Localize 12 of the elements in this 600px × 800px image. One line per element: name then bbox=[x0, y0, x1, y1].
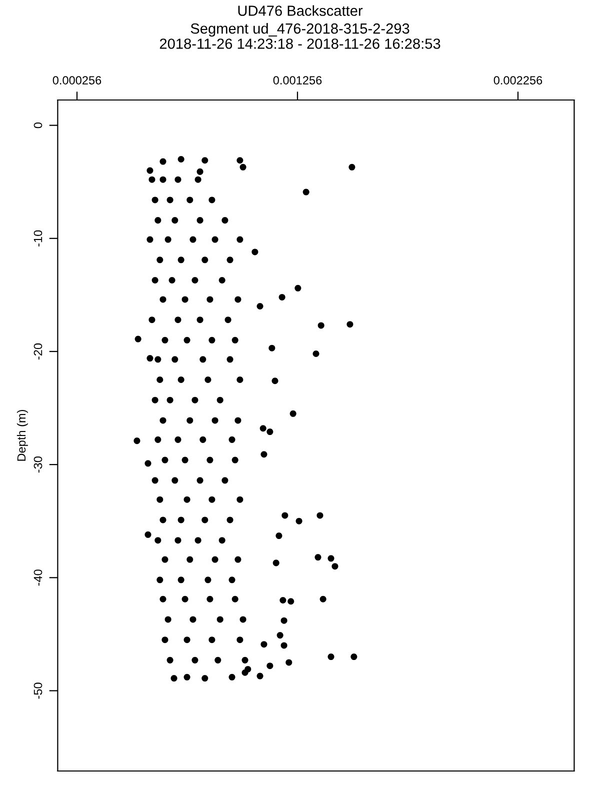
y-tick-label: -30 bbox=[34, 456, 42, 473]
y-tick-label: 0 bbox=[34, 122, 42, 128]
x-tick-label: 0.001256 bbox=[273, 76, 322, 84]
y-axis-title: Depth (m) bbox=[16, 410, 28, 461]
y-tick-label: -10 bbox=[34, 230, 42, 246]
y-tick-label: -50 bbox=[34, 682, 42, 699]
chart-title: UD476 Backscatter bbox=[238, 5, 363, 16]
y-tick-label: -40 bbox=[34, 570, 42, 586]
x-tick-label: 0.000256 bbox=[52, 76, 102, 84]
y-tick-label: -20 bbox=[34, 343, 42, 360]
chart-subtitle: Segment ud_476-2018-315-2-293 2018-11-26 14:23:18 - 2018-11-26 16:28:53 bbox=[160, 23, 440, 49]
x-tick-label: 0.002256 bbox=[494, 76, 542, 84]
